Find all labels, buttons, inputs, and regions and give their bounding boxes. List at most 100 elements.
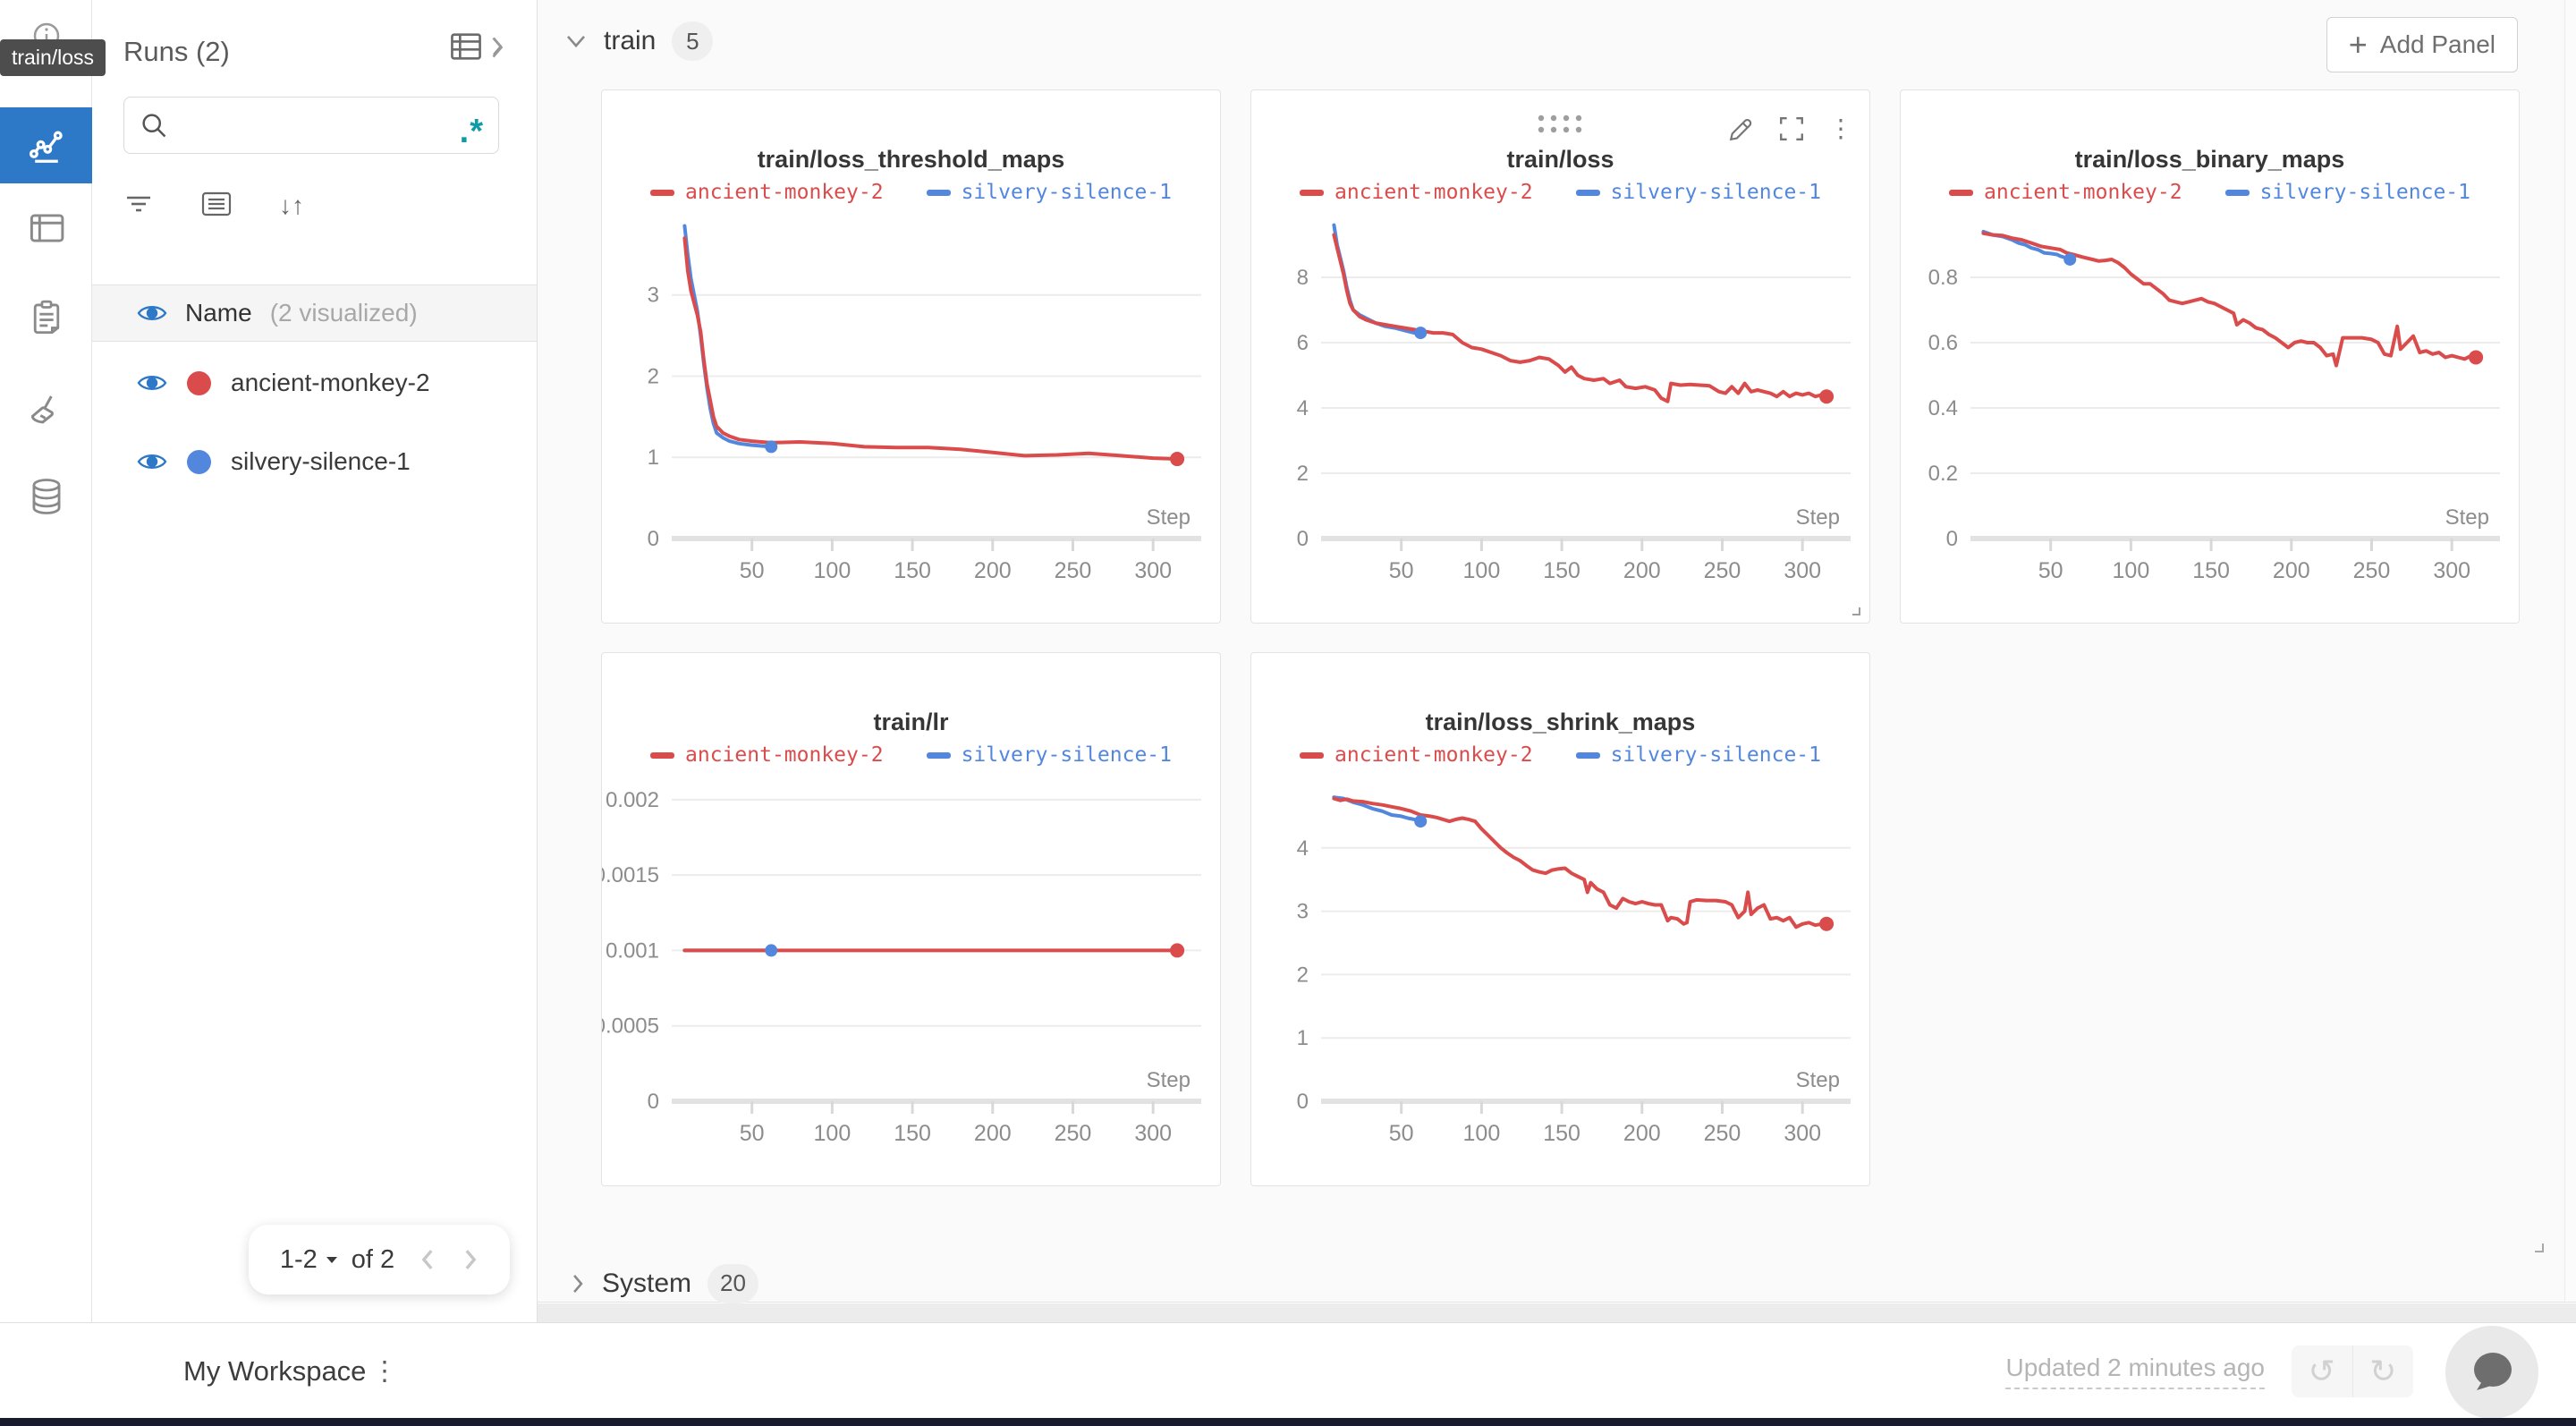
- run-search-input[interactable]: [169, 111, 460, 140]
- svg-text:300: 300: [1784, 1121, 1821, 1146]
- legend-item-ancient-monkey-2[interactable]: ancient-monkey-2: [1300, 743, 1533, 767]
- svg-text:0: 0: [1946, 527, 1958, 551]
- section-train-header[interactable]: train 5: [564, 20, 714, 63]
- svg-text:2: 2: [1297, 963, 1309, 987]
- svg-text:100: 100: [2113, 558, 2150, 583]
- legend-label: ancient-monkey-2: [1984, 181, 2182, 204]
- list-settings-icon[interactable]: [200, 190, 233, 223]
- chart-panel-train-loss-binary-maps[interactable]: train/loss_binary_maps ancient-monkey-2 s…: [1900, 89, 2520, 624]
- chevron-down-icon: [326, 1257, 337, 1263]
- svg-text:0.002: 0.002: [606, 788, 659, 812]
- logs-clipboard-icon[interactable]: [0, 279, 92, 356]
- section-resize-handle[interactable]: [2528, 1236, 2546, 1254]
- run-search-box[interactable]: .*: [123, 97, 499, 154]
- svg-text:200: 200: [2273, 558, 2310, 583]
- next-page-icon[interactable]: [462, 1247, 479, 1272]
- svg-text:250: 250: [1055, 558, 1092, 583]
- svg-text:2: 2: [1297, 462, 1309, 486]
- chevron-down-icon: [567, 36, 585, 48]
- svg-text:50: 50: [1389, 1121, 1414, 1146]
- edit-pencil-icon[interactable]: [1728, 115, 1755, 142]
- svg-text:1: 1: [648, 446, 659, 470]
- section-system-label: System: [602, 1268, 692, 1298]
- panels-layout-icon[interactable]: [0, 190, 92, 267]
- eye-icon[interactable]: [137, 451, 167, 472]
- panel-kebab-icon[interactable]: ⋮: [1828, 115, 1853, 142]
- prev-page-icon[interactable]: [419, 1247, 436, 1272]
- chart-panel-train-loss-shrink-maps[interactable]: train/loss_shrink_maps ancient-monkey-2 s…: [1250, 652, 1870, 1186]
- legend-item-silvery-silence-1[interactable]: silvery-silence-1: [2224, 181, 2470, 204]
- run-row-ancient-monkey-2[interactable]: ancient-monkey-2: [92, 344, 537, 422]
- panel-resize-handle[interactable]: [1846, 601, 1862, 617]
- updated-timestamp[interactable]: Updated 2 minutes ago: [2005, 1354, 2265, 1389]
- svg-text:100: 100: [1463, 558, 1501, 583]
- drag-handle-icon[interactable]: [1534, 112, 1588, 135]
- undo-redo-group: ↺ ↻: [2292, 1345, 2413, 1397]
- chart-plot: 0 1 2 3 4 50 100 150 200 250 300 Step: [1297, 795, 1851, 1146]
- svg-text:6: 6: [1297, 331, 1309, 355]
- redo-icon[interactable]: ↻: [2369, 1352, 2397, 1389]
- legend-label: silvery-silence-1: [961, 181, 1172, 204]
- eye-icon[interactable]: [137, 372, 167, 394]
- svg-text:150: 150: [2192, 558, 2230, 583]
- fullscreen-icon[interactable]: [1778, 115, 1805, 142]
- add-panel-button[interactable]: + Add Panel: [2326, 17, 2518, 72]
- legend-item-silvery-silence-1[interactable]: silvery-silence-1: [926, 181, 1172, 204]
- filter-icon[interactable]: [123, 191, 154, 222]
- svg-text:0.4: 0.4: [1928, 396, 1958, 420]
- charts-nav-icon[interactable]: [0, 107, 92, 183]
- legend-label: silvery-silence-1: [961, 743, 1172, 767]
- plus-icon: +: [2348, 26, 2368, 63]
- legend-item-ancient-monkey-2[interactable]: ancient-monkey-2: [1300, 181, 1533, 204]
- runs-toolbar: ↓↑: [123, 183, 499, 228]
- chevron-right-icon: [573, 1274, 583, 1293]
- legend-item-ancient-monkey-2[interactable]: ancient-monkey-2: [1949, 181, 2182, 204]
- sidebar-collapse-chevron[interactable]: [487, 34, 507, 61]
- vertical-scrollbar[interactable]: [2564, 0, 2576, 1302]
- workspace-kebab-icon[interactable]: ⋮: [371, 1356, 400, 1386]
- svg-text:Step: Step: [1796, 505, 1840, 530]
- runs-sidebar: Runs (2) .* ↓↑ Name: [92, 0, 538, 1322]
- svg-text:0: 0: [1297, 1090, 1309, 1114]
- chart-panel-train-loss[interactable]: train/loss ancient-monkey-2 silvery-silen…: [1250, 89, 1870, 624]
- svg-text:250: 250: [1704, 1121, 1741, 1146]
- svg-text:200: 200: [1623, 558, 1661, 583]
- svg-text:150: 150: [1543, 558, 1580, 583]
- chat-bubble-icon: [2474, 1353, 2512, 1390]
- legend-label: ancient-monkey-2: [1335, 743, 1533, 767]
- svg-text:4: 4: [1297, 836, 1309, 861]
- workspace-title[interactable]: My Workspace: [183, 1354, 367, 1387]
- section-system-header[interactable]: System 20: [538, 1263, 2576, 1303]
- svg-text:150: 150: [894, 1121, 931, 1146]
- page-range-dropdown[interactable]: 1-2: [280, 1245, 339, 1275]
- legend-dash: [650, 189, 675, 196]
- legend-item-silvery-silence-1[interactable]: silvery-silence-1: [1575, 743, 1821, 767]
- legend-item-silvery-silence-1[interactable]: silvery-silence-1: [1575, 181, 1821, 204]
- svg-text:250: 250: [2353, 558, 2391, 583]
- artifacts-database-icon[interactable]: [0, 458, 92, 535]
- run-row-silvery-silence-1[interactable]: silvery-silence-1: [92, 422, 537, 501]
- svg-text:1: 1: [1297, 1026, 1309, 1050]
- regex-toggle[interactable]: .*: [459, 113, 484, 150]
- svg-text:2: 2: [648, 364, 659, 388]
- runs-table-expand-button[interactable]: [448, 29, 518, 64]
- left-nav-rail: [0, 0, 92, 1322]
- svg-text:200: 200: [974, 1121, 1012, 1146]
- chart-panel-train-loss-threshold-maps[interactable]: train/loss_threshold_maps ancient-monkey…: [601, 89, 1221, 624]
- section-bottom-strip: [538, 1303, 2576, 1322]
- runs-name-header[interactable]: Name (2 visualized): [92, 284, 537, 342]
- sweeps-broom-icon[interactable]: [0, 372, 92, 449]
- legend-item-silvery-silence-1[interactable]: silvery-silence-1: [926, 743, 1172, 767]
- legend-dash: [1949, 189, 1974, 196]
- legend-item-ancient-monkey-2[interactable]: ancient-monkey-2: [650, 743, 884, 767]
- svg-text:250: 250: [1055, 1121, 1092, 1146]
- svg-text:0: 0: [1297, 527, 1309, 551]
- chat-help-button[interactable]: [2445, 1326, 2538, 1419]
- undo-icon[interactable]: ↺: [2292, 1345, 2353, 1397]
- eye-icon[interactable]: [137, 302, 167, 324]
- chart-panel-train-lr[interactable]: train/lr ancient-monkey-2 silvery-silence…: [601, 652, 1221, 1186]
- legend-item-ancient-monkey-2[interactable]: ancient-monkey-2: [650, 181, 884, 204]
- sort-icon[interactable]: ↓↑: [279, 191, 304, 219]
- svg-text:200: 200: [974, 558, 1012, 583]
- panel-hover-controls: ⋮: [1251, 90, 1869, 153]
